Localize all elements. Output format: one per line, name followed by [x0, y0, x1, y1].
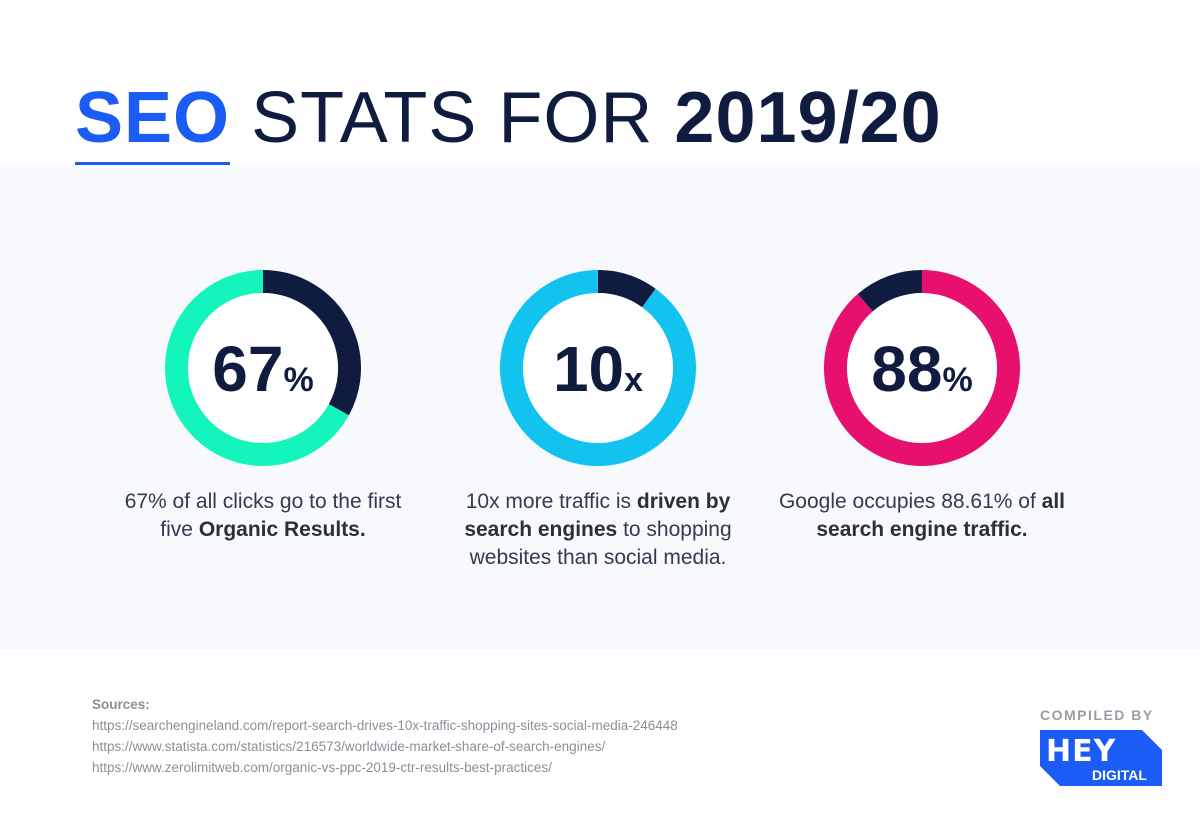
source-link[interactable]: https://www.statista.com/statistics/2165… [92, 739, 606, 754]
stat-card: 88% Google occupies 88.61% of all search… [772, 270, 1072, 544]
source-link[interactable]: https://www.zerolimitweb.com/organic-vs-… [92, 760, 552, 775]
donut-remainder [597, 270, 656, 308]
donut-value [500, 270, 696, 466]
page-title: SEO STATS FOR 2019/20 [75, 78, 942, 168]
donut-hole [847, 293, 997, 443]
donut-value [824, 270, 1020, 466]
svg-text:DIGITAL: DIGITAL [1092, 767, 1147, 783]
title-highlight: SEO [75, 78, 231, 168]
donut-hole [523, 293, 673, 443]
stat-description: 67% of all clicks go to the first five O… [124, 490, 402, 541]
stat-description: Google occupies 88.61% of all search eng… [778, 490, 1066, 541]
sources-heading: Sources: [92, 697, 150, 712]
donut-remainder [857, 270, 923, 312]
donut-chart [824, 270, 1020, 466]
donut-value [165, 270, 349, 466]
donut-chart [500, 270, 696, 466]
donut-chart [165, 270, 361, 466]
title-year: 2019/20 [674, 78, 942, 158]
stat-value: 67% [212, 333, 314, 405]
compiled-by-label: COMPILED BY [1040, 707, 1154, 723]
stat-value: 88% [871, 333, 973, 405]
svg-text:HEY: HEY [1046, 734, 1117, 769]
donut-hole [188, 293, 338, 443]
sources: Sources: https://searchengineland.com/re… [92, 694, 678, 778]
stat-card: 67% 67% of all clicks go to the first fi… [113, 270, 413, 544]
stat-value: 10x [552, 333, 644, 405]
title-middle: STATS FOR [251, 78, 654, 158]
source-link[interactable]: https://searchengineland.com/report-sear… [92, 718, 678, 733]
stat-card: 10x 10x more traffic is driven by search… [448, 270, 748, 572]
donut-remainder [262, 270, 361, 416]
stat-description: 10x more traffic is driven by search eng… [464, 490, 732, 569]
hey-digital-logo: HEY DIGITAL [1040, 730, 1162, 786]
